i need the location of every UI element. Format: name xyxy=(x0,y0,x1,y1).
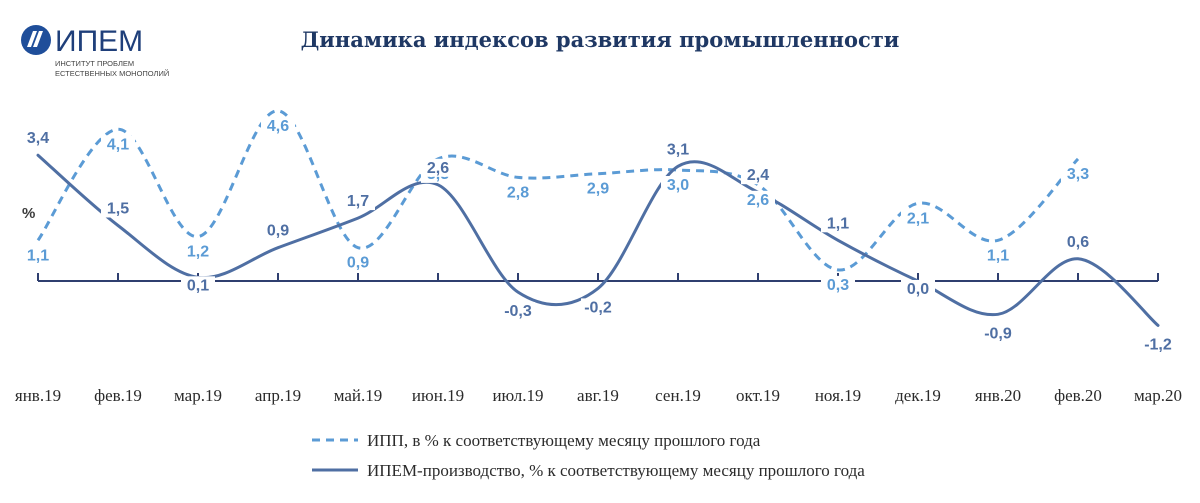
logo: ИПЕМ ИНСТИТУТ ПРОБЛЕМ ЕСТЕСТВЕННЫХ МОНОП… xyxy=(21,25,169,78)
data-labels: 1,1 4,1 1,2 4,6 0,9 3,3 2,8 2,9 3,0 2,6 0,3 2,1 1,1 3… xyxy=(21,116,1175,354)
series-ipem-line xyxy=(36,153,1160,327)
data-label-bg xyxy=(821,275,855,294)
data-label-bg xyxy=(821,214,855,233)
data-label-bg xyxy=(981,324,1015,343)
data-label-bg xyxy=(981,246,1015,265)
data-label: 1,1 xyxy=(987,247,1009,264)
data-label-bg xyxy=(501,183,535,202)
data-label: 3,4 xyxy=(27,130,49,147)
x-tick-label: мар.20 xyxy=(1134,386,1182,405)
x-tick-label: сен.19 xyxy=(655,386,701,405)
data-label: 4,1 xyxy=(107,136,129,153)
data-label-bg xyxy=(1061,232,1095,251)
data-label-bg xyxy=(581,298,615,317)
data-label: 0,9 xyxy=(267,223,289,240)
data-label-bg xyxy=(901,209,935,228)
x-tick-label: апр.19 xyxy=(255,386,301,405)
data-label-bg xyxy=(741,166,775,185)
data-label: 0,1 xyxy=(187,277,209,294)
data-label: 1,5 xyxy=(107,201,129,218)
data-label-bg xyxy=(501,302,535,321)
data-label: 1,2 xyxy=(187,244,209,261)
data-label: 4,6 xyxy=(267,118,289,135)
x-tick-label: ноя.19 xyxy=(815,386,861,405)
data-label: 3,3 xyxy=(1067,166,1089,183)
data-label: 0,6 xyxy=(1067,234,1089,251)
data-label: -0,9 xyxy=(984,325,1012,342)
data-label: 2,9 xyxy=(587,181,609,198)
data-label-bg xyxy=(421,158,455,177)
legend: ИПП, в % к соответствующему месяцу прошл… xyxy=(312,431,865,480)
data-label: -0,2 xyxy=(584,299,612,316)
legend-item-ipem: ИПЕМ-производство, % к соответствующему … xyxy=(312,461,865,480)
x-tick-label: мар.19 xyxy=(174,386,222,405)
x-tick-label: июл.19 xyxy=(492,386,543,405)
data-label-bg xyxy=(181,276,215,295)
x-tick-label: янв.20 xyxy=(975,386,1021,405)
x-tick-label: авг.19 xyxy=(577,386,619,405)
data-label-bg xyxy=(1141,335,1175,354)
logo-subtitle-line1: ИНСТИТУТ ПРОБЛЕМ xyxy=(55,59,134,68)
data-label: 1,7 xyxy=(347,193,369,210)
x-tick-label: янв.19 xyxy=(15,386,61,405)
logo-badge-icon xyxy=(21,25,51,55)
data-label-bg xyxy=(661,140,695,159)
data-label: 2,6 xyxy=(427,160,449,177)
data-label-bg xyxy=(661,176,695,194)
x-tick-label: дек.19 xyxy=(895,386,941,405)
data-label-bg xyxy=(741,190,775,209)
data-label-bg xyxy=(21,246,55,265)
chart-title: Динамика индексов развития промышленност… xyxy=(301,27,900,52)
data-label-bg xyxy=(261,221,295,240)
data-label: 1,1 xyxy=(827,215,849,232)
data-label-bg xyxy=(261,116,295,135)
x-tick-label: май.19 xyxy=(334,386,383,405)
logo-name: ИПЕМ xyxy=(55,25,143,58)
data-label: 2,4 xyxy=(747,167,769,184)
data-label: 3,0 xyxy=(667,177,689,194)
data-label: 2,8 xyxy=(507,184,529,201)
logo-subtitle-line2: ЕСТЕСТВЕННЫХ МОНОПОЛИЙ xyxy=(55,69,169,78)
x-tick-labels: янв.19 фев.19 мар.19 апр.19 май.19 июн.19 июл.… xyxy=(15,386,1182,405)
data-label: 0,3 xyxy=(827,277,849,294)
data-label-bg xyxy=(1061,164,1095,183)
data-label-bg xyxy=(581,179,615,198)
data-label-bg xyxy=(341,253,375,272)
x-tick-label: фев.19 xyxy=(94,386,142,405)
data-label-bg xyxy=(181,242,215,261)
data-label-bg xyxy=(101,135,135,154)
data-label-bg xyxy=(21,129,55,148)
legend-label-ipem: ИПЕМ-производство, % к соответствующему … xyxy=(367,461,865,480)
data-label: -1,2 xyxy=(1144,336,1172,353)
legend-item-ipp: ИПП, в % к соответствующему месяцу прошл… xyxy=(312,431,761,450)
data-label: 2,1 xyxy=(907,210,929,227)
data-label-bg xyxy=(101,199,135,218)
data-label: 2,6 xyxy=(747,192,769,209)
data-label: 0,9 xyxy=(347,255,369,272)
data-label: 3,1 xyxy=(667,141,689,158)
data-label-bg xyxy=(341,192,375,211)
data-label-bg xyxy=(901,280,935,298)
y-unit-label: % xyxy=(22,205,35,222)
x-tick-label: окт.19 xyxy=(736,386,780,405)
data-label: 0,0 xyxy=(907,281,929,298)
data-label: 1,1 xyxy=(27,247,49,264)
x-tick-label: июн.19 xyxy=(412,386,464,405)
x-tick-label: фев.20 xyxy=(1054,386,1102,405)
legend-label-ipp: ИПП, в % к соответствующему месяцу прошл… xyxy=(367,431,761,450)
data-label: -0,3 xyxy=(504,303,532,320)
